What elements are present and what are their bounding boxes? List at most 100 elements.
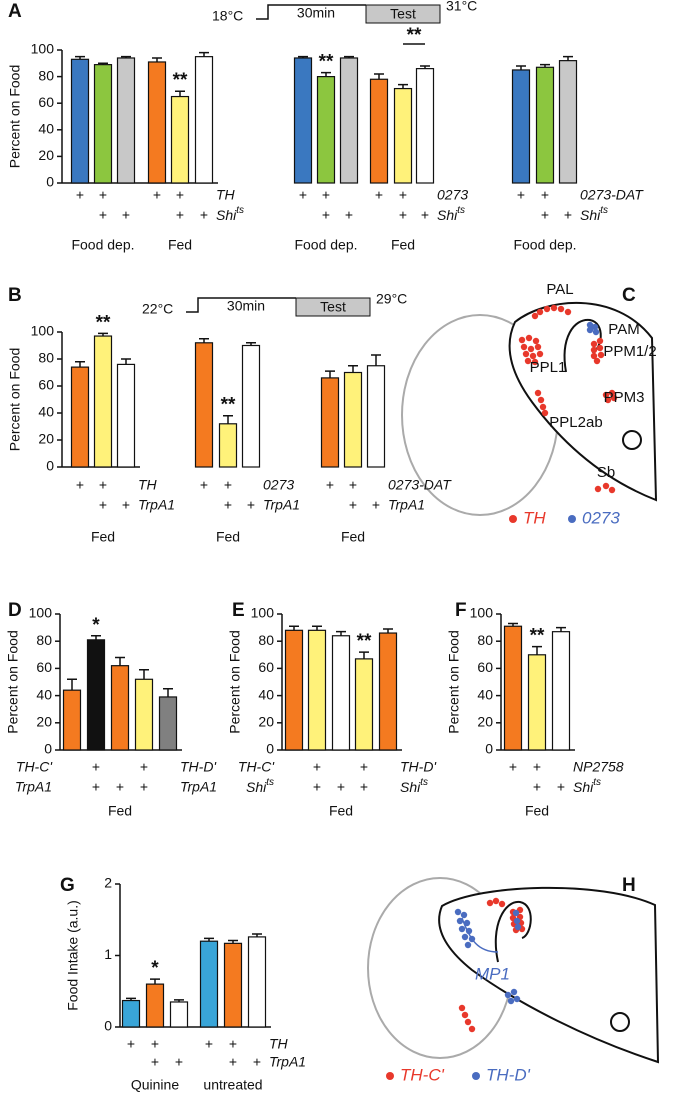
genotype-mark: + <box>140 759 148 775</box>
genotype-label: TH <box>138 477 158 493</box>
genotype-label-sup: ts <box>420 777 428 788</box>
genotype-label-left: Shits <box>246 777 274 795</box>
neuron-dot <box>514 923 522 931</box>
neuron-dot <box>461 933 469 941</box>
error-bar <box>325 370 335 378</box>
genotype-mark: + <box>205 1036 213 1052</box>
neuron-dot <box>486 899 494 907</box>
bar <box>393 87 413 184</box>
neuron-dot <box>534 389 542 397</box>
protocol-start-temp: 22°C <box>142 301 173 317</box>
neuron-dot <box>525 334 533 342</box>
bar <box>62 689 82 751</box>
genotype-label: Shits <box>573 777 601 795</box>
bar <box>158 696 178 751</box>
error-bar <box>75 360 85 368</box>
genotype-mark: + <box>360 759 368 775</box>
y-tick-label: 20 <box>38 431 54 447</box>
bar <box>320 377 340 468</box>
genotype-label-sup: ts <box>593 777 601 788</box>
neuron-dot <box>608 486 616 494</box>
neuron-dot <box>534 343 542 351</box>
y-tick-label: 1 <box>104 946 112 962</box>
neuron-dot <box>590 340 598 348</box>
error-bar <box>115 656 125 666</box>
legend-label: 0273 <box>582 508 620 527</box>
group-label: Fed <box>329 803 353 819</box>
bar <box>121 999 141 1028</box>
neuron-dot <box>586 321 594 329</box>
legend-dot <box>386 1072 394 1080</box>
genotype-mark: + <box>200 207 208 223</box>
y-tick-label: 0 <box>485 741 493 757</box>
neuron-dot <box>602 391 610 399</box>
error-bar <box>204 937 214 942</box>
bar <box>366 365 386 468</box>
neuron-dot <box>531 358 539 366</box>
y-tick-label: 40 <box>38 404 54 420</box>
error-bar <box>371 354 381 366</box>
error-bar <box>150 978 160 985</box>
genotype-mark: + <box>76 477 84 493</box>
neuron-dot <box>468 935 476 943</box>
bar <box>527 654 547 751</box>
group-label: Food dep. <box>71 237 134 253</box>
error-bar <box>75 55 85 60</box>
neuron-dot <box>594 485 602 493</box>
region-label: PPM1/2 <box>603 343 656 360</box>
neuron-dot <box>504 991 512 999</box>
panel-label: B <box>8 285 22 306</box>
error-bar <box>98 62 108 65</box>
protocol-test-box <box>295 297 371 317</box>
neuron-dot <box>512 909 520 917</box>
genotype-label-sup: ts <box>457 205 465 216</box>
error-bar <box>139 669 149 680</box>
y-tick-label: 0 <box>46 458 54 474</box>
y-tick-label: 100 <box>31 41 55 57</box>
group-label: Fed <box>341 529 365 545</box>
genotype-label: 0273 <box>437 187 468 203</box>
y-tick-label: 80 <box>477 632 493 648</box>
genotype-label-main: Shi <box>573 779 594 795</box>
error-bar <box>246 342 256 346</box>
genotype-label: TH-D' <box>400 759 437 775</box>
genotype-mark: + <box>313 779 321 795</box>
region-label: PAM <box>608 321 639 338</box>
genotype-mark: + <box>140 779 148 795</box>
protocol-test-box <box>365 4 441 24</box>
significance: ** <box>319 52 334 73</box>
bar <box>535 66 555 184</box>
group-label: Fed <box>525 803 549 819</box>
neuron-dot <box>513 917 521 925</box>
y-tick-label: 100 <box>29 605 53 621</box>
legend-dot <box>509 515 517 523</box>
protocol-test: Test <box>390 6 416 22</box>
genotype-label-main: Shi <box>400 779 421 795</box>
genotype-mark: + <box>399 207 407 223</box>
neuron-dot <box>507 997 515 1005</box>
y-tick-label: 40 <box>38 121 54 137</box>
error-bar <box>126 997 136 1001</box>
bar <box>147 61 167 184</box>
genotype-label-left: TH-C' <box>16 759 53 775</box>
neuron-dot <box>456 917 464 925</box>
genotype-mark: + <box>533 759 541 775</box>
neuron-dot <box>590 346 598 354</box>
neuron-dot <box>498 900 506 908</box>
bar <box>145 983 165 1028</box>
error-bar <box>420 65 430 69</box>
genotype-label: TrpA1 <box>263 497 300 513</box>
bar <box>218 423 238 468</box>
error-bar <box>348 365 358 373</box>
genotype-label-main: Shi <box>437 207 458 223</box>
genotype-label: TH-D' <box>180 759 217 775</box>
error-bar <box>516 65 526 70</box>
error-bar <box>289 625 299 631</box>
y-axis-label: Food Intake (a.u.) <box>65 900 81 1011</box>
neuron-dot <box>529 352 537 360</box>
bar <box>378 632 398 751</box>
neuron-dot <box>539 403 547 411</box>
bar <box>93 335 113 468</box>
panel-label: G <box>60 875 75 896</box>
genotype-mark: + <box>313 759 321 775</box>
